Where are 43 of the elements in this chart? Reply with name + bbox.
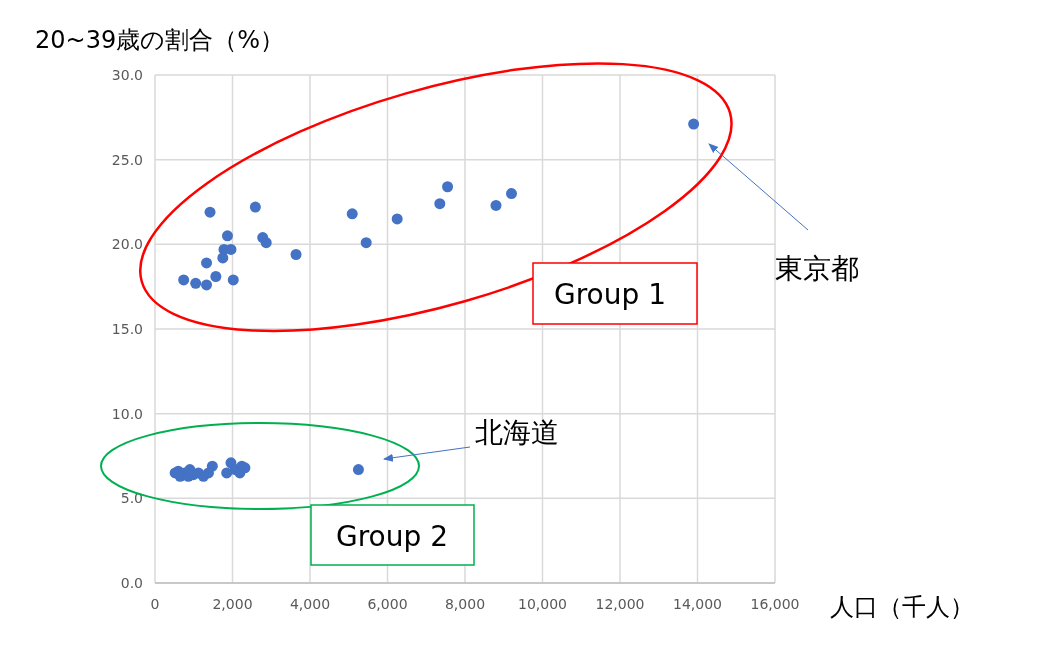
x-axis-title: 人口（千人） — [830, 593, 974, 621]
x-tick-label: 10,000 — [518, 596, 567, 612]
y-axis-title: 20~39歳の割合（%） — [35, 26, 284, 54]
y-tick-label: 15.0 — [111, 321, 143, 337]
point — [688, 118, 700, 130]
x-tick-label: 2,000 — [212, 596, 253, 612]
point — [391, 213, 403, 225]
point — [442, 181, 454, 193]
point — [346, 208, 358, 220]
point — [490, 199, 502, 211]
annotation: Group 2 — [336, 520, 448, 553]
x-tick-label: 14,000 — [673, 596, 722, 612]
point — [360, 237, 372, 249]
point — [190, 277, 202, 289]
point — [221, 467, 233, 479]
point — [290, 248, 302, 260]
point — [227, 274, 239, 286]
point — [210, 271, 222, 283]
point — [260, 237, 272, 249]
point — [201, 257, 213, 269]
point — [201, 279, 213, 291]
y-tick-label: 25.0 — [111, 151, 143, 168]
y-tick-label: 20.0 — [111, 236, 143, 253]
x-tick-label: 12,000 — [595, 596, 645, 612]
y-tick-label: 10.0 — [111, 405, 143, 422]
y-tick-label: 30.0 — [111, 67, 143, 83]
point — [506, 188, 517, 200]
point — [178, 274, 190, 286]
x-tick-label: 0 — [150, 596, 160, 612]
x-tick-label: 8,000 — [444, 596, 486, 612]
x-tick-label: 4,000 — [289, 596, 331, 612]
x-tick-label: 16,000 — [750, 596, 800, 612]
annotation: 北海道 — [475, 416, 559, 449]
point — [204, 206, 216, 218]
x-tick-label: 6,000 — [367, 596, 408, 612]
y-tick-label: 0.0 — [120, 575, 143, 591]
point — [249, 201, 261, 213]
point — [352, 464, 364, 476]
point — [221, 230, 233, 242]
point — [206, 460, 218, 472]
annotation: 東京都 — [775, 252, 859, 285]
point — [434, 198, 446, 210]
annotation: Group 1 — [554, 278, 666, 311]
